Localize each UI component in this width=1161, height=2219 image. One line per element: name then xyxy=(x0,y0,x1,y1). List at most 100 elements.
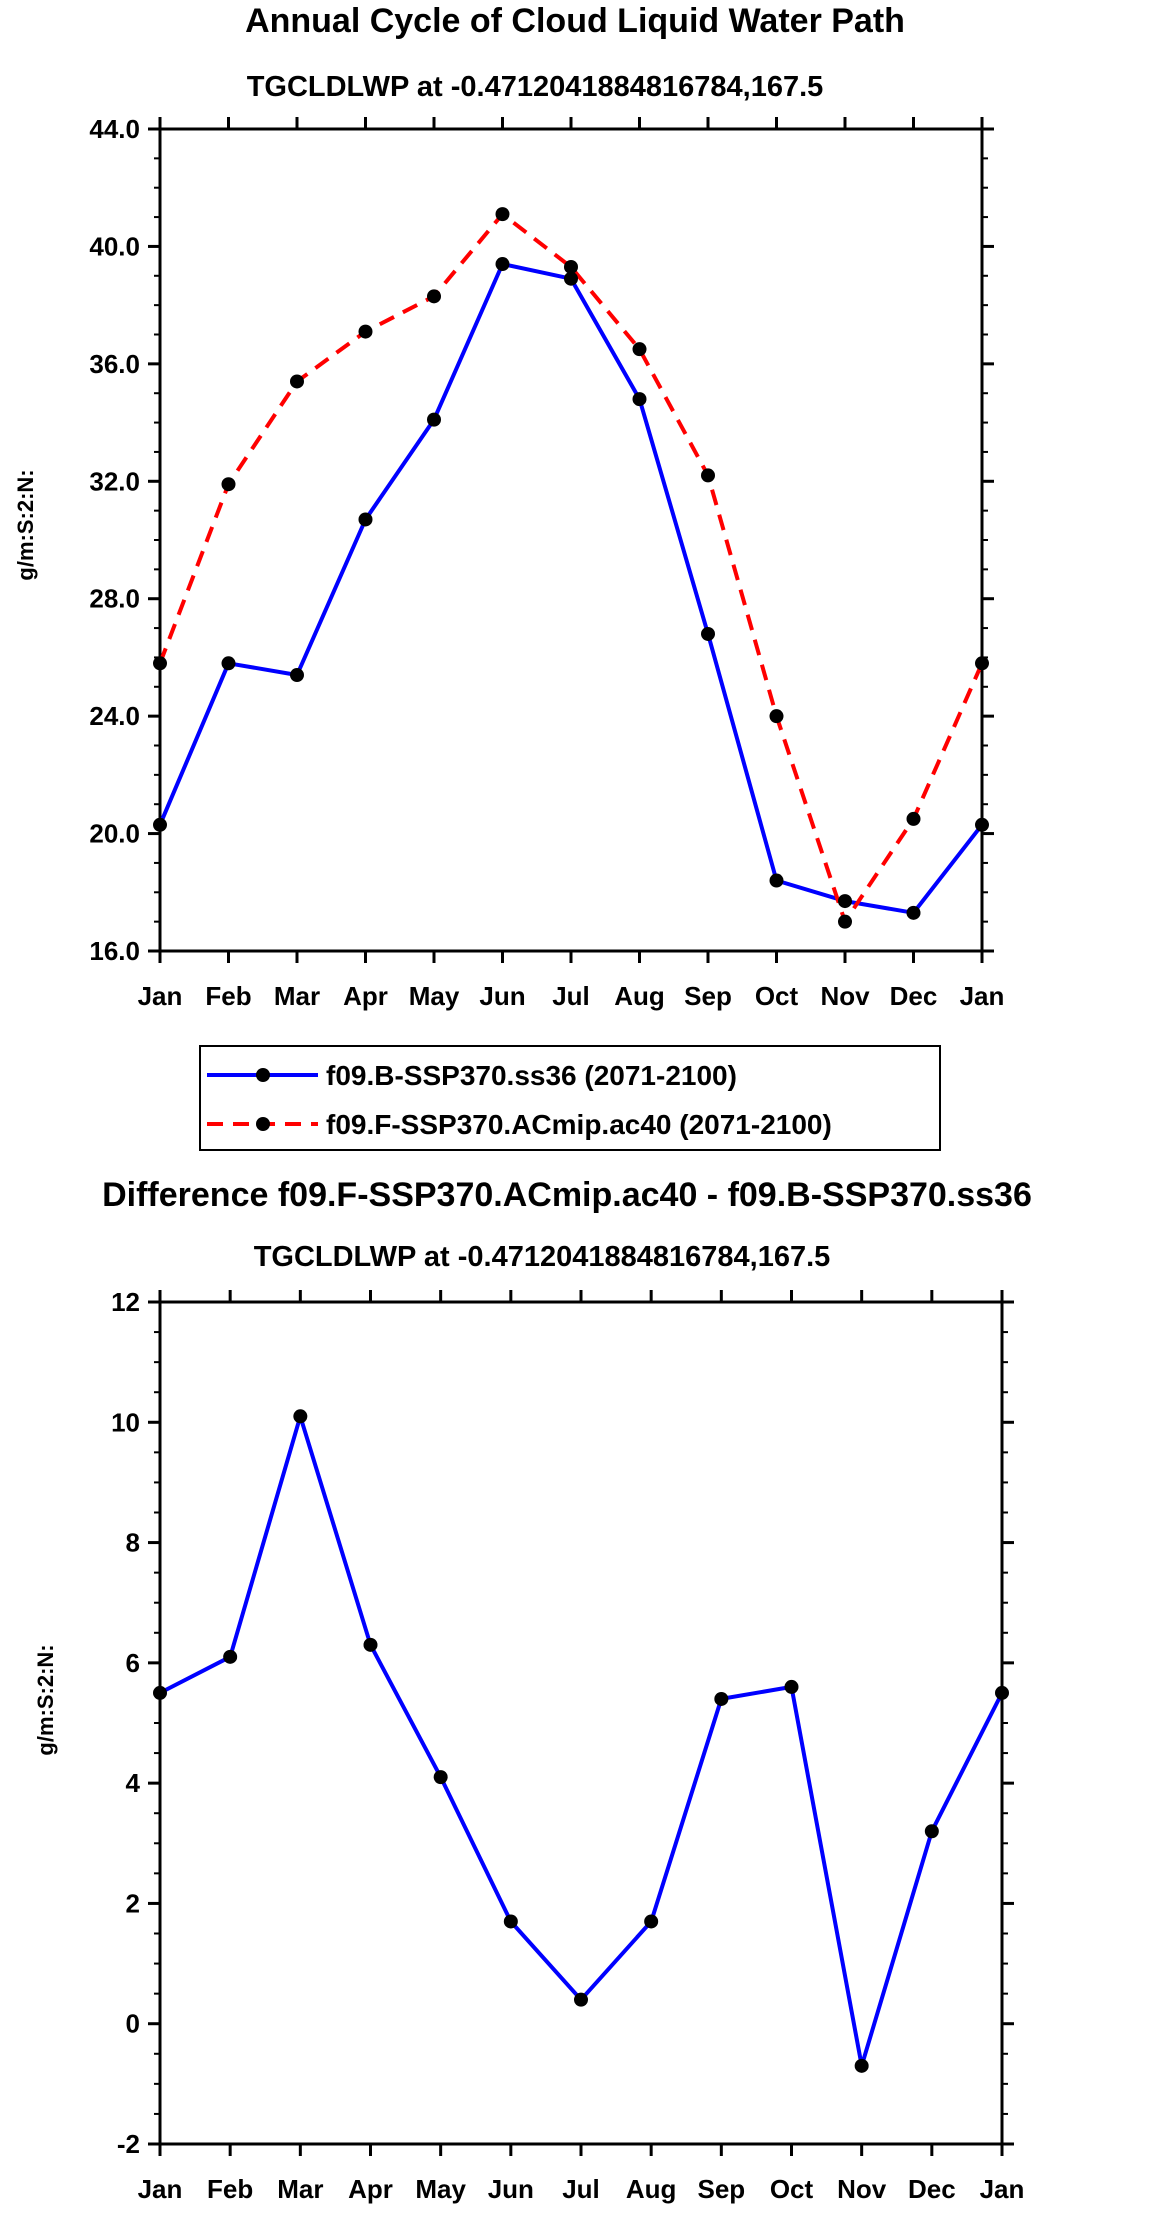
plot-frame xyxy=(158,127,984,953)
data-point-series-2 xyxy=(838,914,852,929)
x-tick-label: Mar xyxy=(274,981,320,1011)
y-tick-label: 0 xyxy=(126,2009,140,2039)
series-lines xyxy=(159,1414,1004,2068)
x-tick-label: Jan xyxy=(138,2174,183,2204)
y-tick-labels: 16.0 20.0 24.0 28.0 32.0 36.0 40.0 44.0 xyxy=(89,114,140,966)
x-tick-label: Jan xyxy=(138,981,183,1011)
data-point-series-1 xyxy=(769,873,784,888)
data-point-series-2 xyxy=(701,468,715,483)
x-tick-label: Dec xyxy=(890,981,938,1011)
data-point-series-2 xyxy=(427,289,441,304)
data-point-series-1 xyxy=(564,271,578,286)
x-tick-label: Dec xyxy=(908,2174,956,2204)
data-point-series-1 xyxy=(784,1679,799,1694)
data-point-series-1 xyxy=(223,1649,238,1664)
y-tick-label: 16.0 xyxy=(89,936,140,966)
data-point-series-1 xyxy=(363,1637,378,1652)
series-markers xyxy=(153,1409,1009,2073)
chart-title: Difference f09.F-SSP370.ACmip.ac40 - f09… xyxy=(102,1176,1032,1214)
legend-label-series-2: f09.F-SSP370.ACmip.ac40 (2071-2100) xyxy=(326,1109,832,1140)
data-point-series-2 xyxy=(290,374,304,389)
x-tick-label: Feb xyxy=(205,981,251,1011)
x-tick-labels: Jan Feb Mar Apr May Jun Jul Aug Sep Oct Nov Dec Jan xyxy=(138,981,1005,1011)
y-tick-label: 36.0 xyxy=(89,349,140,379)
x-tick-label: May xyxy=(415,2174,466,2204)
x-tick-labels: Jan Feb Mar Apr May Jun Jul Aug Sep Oct Nov Dec Jan xyxy=(138,2174,1025,2204)
y-tick-label: -2 xyxy=(117,2129,140,2159)
data-point-series-1 xyxy=(714,1691,729,1706)
data-point-series-2 xyxy=(153,656,167,671)
data-point-series-1 xyxy=(221,656,236,671)
y-tick-labels: -2 0 2 4 6 8 10 12 xyxy=(111,1287,140,2159)
data-point-series-2 xyxy=(221,477,236,492)
y-tick-label: 28.0 xyxy=(89,584,140,614)
x-tick-label: Sep xyxy=(697,2174,745,2204)
data-point-series-1 xyxy=(503,1914,518,1929)
y-tick-label: 12 xyxy=(111,1287,140,1317)
data-point-series-1 xyxy=(574,1992,588,2007)
legend-box xyxy=(199,1045,941,1151)
data-point-series-2 xyxy=(632,342,647,357)
y-tick-label: 6 xyxy=(126,1648,140,1678)
legend-label-series-1: f09.B-SSP370.ss36 (2071-2100) xyxy=(326,1060,737,1091)
chart-subtitle: TGCLDLWP at -0.4712041884816784,167.5 xyxy=(247,71,824,103)
data-point-series-1 xyxy=(644,1914,659,1929)
axis-ticks xyxy=(148,1290,1014,2156)
x-tick-label: Jun xyxy=(488,2174,534,2204)
data-point-series-1 xyxy=(995,1685,1009,1700)
x-tick-label: Nov xyxy=(820,981,870,1011)
series-line-2 xyxy=(158,212,984,924)
data-point-series-1 xyxy=(290,668,304,683)
x-tick-label: Apr xyxy=(348,2174,393,2204)
data-point-series-1 xyxy=(153,817,167,832)
y-tick-label: 2 xyxy=(126,1888,140,1918)
difference-chart: Difference f09.F-SSP370.ACmip.ac40 - f09… xyxy=(33,1176,1032,2204)
x-tick-label: Jun xyxy=(479,981,525,1011)
x-tick-label: Jan xyxy=(980,2174,1025,2204)
chart-subtitle: TGCLDLWP at -0.4712041884816784,167.5 xyxy=(254,1241,831,1273)
x-tick-label: Aug xyxy=(626,2174,677,2204)
x-tick-label: Aug xyxy=(614,981,665,1011)
data-point-series-2 xyxy=(975,656,989,671)
data-point-series-1 xyxy=(358,512,373,527)
x-tick-label: Oct xyxy=(770,2174,814,2204)
x-tick-label: Mar xyxy=(277,2174,323,2204)
legend-marker-series-2 xyxy=(256,1117,270,1131)
legend: f09.B-SSP370.ss36 (2071-2100) f09.F-SSP3… xyxy=(199,1045,941,1151)
data-point-series-1 xyxy=(153,1685,167,1700)
legend-marker-series-1 xyxy=(256,1068,270,1082)
x-tick-label: Nov xyxy=(837,2174,887,2204)
series-lines xyxy=(158,212,984,924)
data-point-series-2 xyxy=(906,811,921,826)
x-tick-label: Feb xyxy=(207,2174,253,2204)
data-point-series-1 xyxy=(854,2058,869,2073)
y-tick-label: 4 xyxy=(126,1768,141,1798)
data-point-series-1 xyxy=(975,817,989,832)
y-tick-label: 44.0 xyxy=(89,114,140,144)
data-point-series-1 xyxy=(924,1824,939,1839)
y-tick-label: 40.0 xyxy=(89,231,140,261)
chart-title: Annual Cycle of Cloud Liquid Water Path xyxy=(245,2,905,40)
data-point-series-1 xyxy=(632,392,647,407)
x-tick-label: Jan xyxy=(960,981,1005,1011)
axis-ticks xyxy=(148,117,994,963)
x-tick-label: Apr xyxy=(343,981,388,1011)
series-line-1 xyxy=(159,1414,1004,2068)
x-tick-label: Jul xyxy=(552,981,590,1011)
series-line-1 xyxy=(158,262,984,915)
data-point-series-2 xyxy=(769,709,784,724)
y-tick-label: 8 xyxy=(126,1528,140,1558)
data-point-series-1 xyxy=(427,412,441,427)
data-point-series-1 xyxy=(906,905,921,920)
data-point-series-1 xyxy=(495,257,510,272)
y-tick-label: 10 xyxy=(111,1407,140,1437)
x-tick-label: Jul xyxy=(562,2174,600,2204)
y-tick-label: 24.0 xyxy=(89,701,140,731)
data-point-series-2 xyxy=(495,207,510,222)
x-tick-label: May xyxy=(409,981,460,1011)
y-axis-label: g/m:S:2:N: xyxy=(13,469,38,580)
annual-cycle-chart: Annual Cycle of Cloud Liquid Water Path … xyxy=(13,2,1004,1011)
data-point-series-2 xyxy=(358,324,373,339)
y-axis-label: g/m:S:2:N: xyxy=(33,1644,58,1755)
